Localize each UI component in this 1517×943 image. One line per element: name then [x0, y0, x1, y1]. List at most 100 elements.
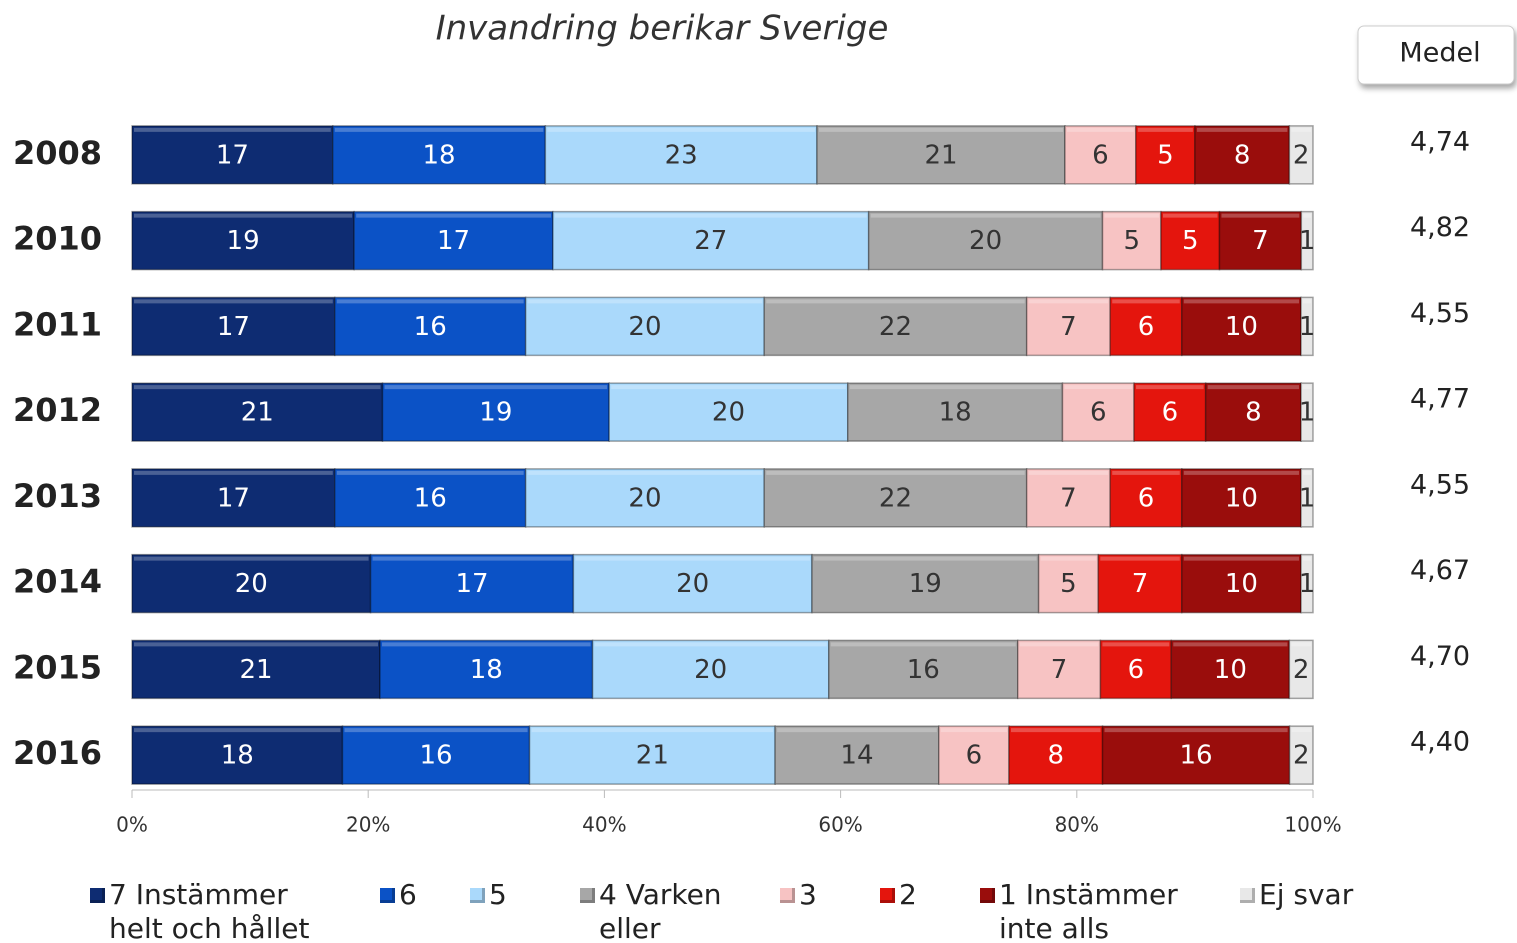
chart-title: Invandring berikar Sverige	[436, 9, 889, 49]
bar-segment	[379, 639, 594, 700]
bar-segment	[938, 725, 1010, 785]
legend-swatch	[1240, 888, 1255, 903]
x-tick-label: 80%	[1055, 813, 1099, 837]
bar-segment	[847, 382, 1064, 442]
bar-highlight	[372, 556, 572, 561]
data-label: 21	[924, 140, 957, 170]
data-label: 10	[1214, 655, 1247, 685]
bar-segment	[131, 553, 372, 614]
bar-segment	[1300, 553, 1314, 614]
mean-label: 4,55	[1410, 298, 1470, 329]
data-label: 7	[1060, 312, 1077, 342]
data-label: 16	[1180, 741, 1213, 771]
data-label: 16	[907, 655, 940, 685]
legend-item: 4 Varken eller	[580, 878, 750, 943]
bar-segment	[341, 725, 531, 785]
legend-item: 2	[880, 878, 940, 912]
data-label: 18	[423, 140, 456, 170]
data-label: 6	[1138, 483, 1155, 513]
bar-segment	[1194, 125, 1291, 185]
bar-highlight	[1102, 642, 1170, 647]
data-label: 19	[479, 398, 512, 428]
bar-segment	[369, 553, 575, 614]
bar-segment	[1181, 468, 1302, 528]
data-label: 1	[1299, 569, 1316, 599]
bar-segment	[334, 296, 527, 357]
bar-highlight	[1028, 470, 1109, 475]
mean-header-box	[1357, 25, 1515, 85]
y-tick-label: 2013	[13, 477, 102, 515]
bar-segment	[544, 125, 818, 185]
data-label: 8	[1234, 140, 1251, 170]
bar-highlight	[1303, 470, 1311, 475]
bar-segment	[1288, 639, 1314, 700]
bar-highlight	[1183, 299, 1300, 304]
bar-highlight	[1207, 385, 1300, 390]
data-label: 16	[414, 483, 447, 513]
bar-segment	[1288, 725, 1314, 785]
legend-label: 6	[399, 878, 417, 911]
data-label: 7	[1051, 655, 1068, 685]
bar-segment	[1160, 210, 1221, 271]
legend-item: 3	[780, 878, 840, 912]
data-label: 1	[1299, 483, 1316, 513]
data-label: 20	[628, 483, 661, 513]
bar-highlight	[336, 470, 524, 475]
bar-highlight	[134, 299, 333, 304]
bar-segment	[1061, 382, 1135, 442]
legend-swatch	[380, 888, 395, 903]
legend-item: 5	[470, 878, 530, 912]
bar-highlight	[382, 642, 591, 647]
data-label: 21	[241, 398, 274, 428]
legend-label: 7 Instämmer helt och hållet	[109, 878, 310, 943]
legend-item: 7 Instämmer helt och hållet	[90, 878, 320, 943]
x-tick-label: 20%	[346, 813, 390, 837]
bar-segment	[1204, 382, 1302, 442]
data-label: 17	[217, 483, 250, 513]
bar-segment	[1017, 639, 1102, 700]
bar-highlight	[1303, 299, 1311, 304]
legend-swatch	[980, 888, 995, 903]
bar-highlight	[1291, 642, 1311, 647]
y-tick-label: 2010	[13, 220, 102, 258]
bar-highlight	[531, 728, 774, 733]
y-tick-label: 2015	[13, 648, 102, 686]
bar-highlight	[1303, 213, 1311, 218]
bar-segment	[828, 639, 1019, 700]
y-tick-label: 2012	[13, 391, 102, 429]
bar-segment	[381, 382, 610, 442]
bar-segment	[334, 468, 527, 528]
bar-highlight	[611, 385, 846, 390]
bar-highlight	[1112, 470, 1180, 475]
bar-segment	[867, 210, 1104, 271]
bar-highlight	[818, 127, 1063, 132]
data-label: 6	[1092, 140, 1109, 170]
y-tick-label: 2011	[13, 305, 102, 343]
data-label: 21	[636, 741, 669, 771]
bar-highlight	[1019, 642, 1099, 647]
bar-highlight	[134, 127, 331, 132]
legend-label: 4 Varken eller	[599, 878, 722, 943]
bar-highlight	[777, 728, 937, 733]
bar-segment	[353, 210, 554, 271]
bar-segment	[1101, 725, 1291, 785]
data-label: 20	[628, 312, 661, 342]
data-label: 10	[1225, 312, 1258, 342]
data-label: 2	[1293, 655, 1310, 685]
data-label: 23	[665, 140, 698, 170]
x-tick-label: 100%	[1284, 813, 1341, 837]
bar-segment	[131, 468, 336, 528]
bar-highlight	[1291, 728, 1311, 733]
mean-label: 4,77	[1410, 384, 1470, 415]
data-label: 18	[221, 741, 254, 771]
bar-segment	[1008, 725, 1104, 785]
bar-highlight	[1183, 556, 1300, 561]
legend-label: 3	[799, 878, 817, 911]
data-label: 5	[1157, 140, 1174, 170]
bar-segment	[1097, 553, 1183, 614]
y-tick-label: 2016	[13, 734, 102, 772]
data-label: 6	[1162, 398, 1179, 428]
bar-highlight	[134, 470, 333, 475]
